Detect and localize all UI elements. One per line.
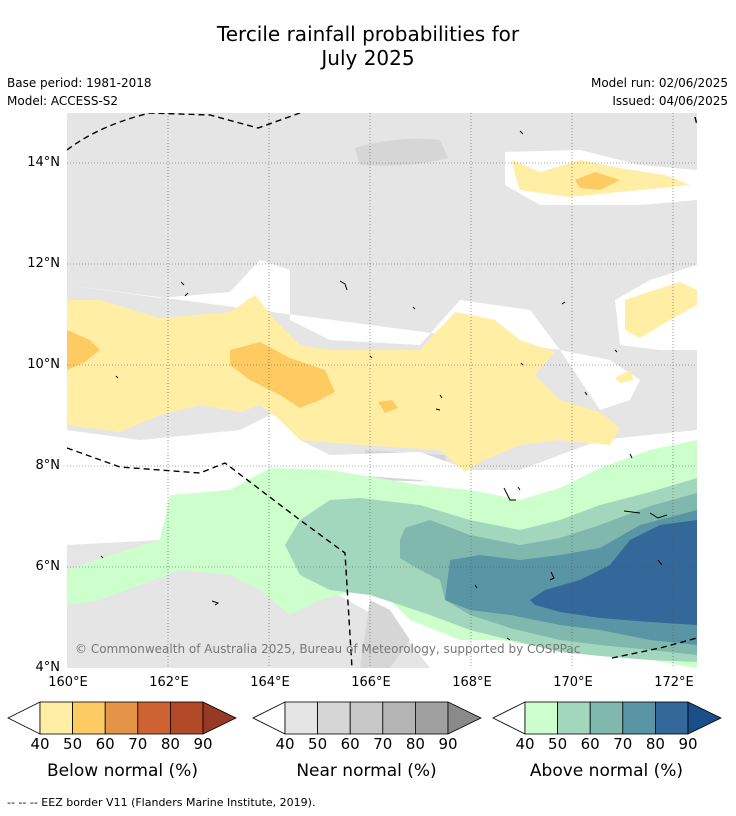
below-normal-50-small [378, 400, 398, 413]
lon-label: 172°E [654, 675, 694, 690]
cb-near-tick: 70 [373, 735, 393, 753]
below-normal-50-west [67, 330, 100, 370]
cb-above-swatch [557, 701, 591, 735]
near-normal-dark-patch-4 [360, 600, 410, 668]
cb-below-tick: 90 [193, 735, 213, 753]
lat-label: 12°N [27, 256, 60, 271]
cb-near-tick: 60 [340, 735, 360, 753]
cb-above-right-arrow [687, 701, 722, 735]
lon-label: 168°E [452, 675, 492, 690]
islands [100, 130, 668, 641]
title-line-2: July 2025 [321, 46, 415, 70]
colorbar-above [492, 701, 722, 735]
chart-title: Tercile rainfall probabilities for July … [0, 22, 736, 70]
near-normal-dark-patch [355, 138, 448, 166]
cb-below-tick: 80 [160, 735, 180, 753]
below-normal-region [67, 295, 620, 472]
lon-label: 166°E [351, 675, 391, 690]
colorbar-below [7, 701, 237, 735]
cb-above-tick: 40 [515, 735, 535, 753]
cb-below-tick: 60 [95, 735, 115, 753]
white-gap-mid [67, 410, 697, 545]
cb-near-swatch [284, 701, 318, 735]
meta-left: Base period: 1981-2018 Model: ACCESS-S2 [7, 74, 152, 110]
cb-below-swatch [39, 701, 73, 735]
lon-label: 164°E [250, 675, 290, 690]
lat-label: 6°N [35, 559, 61, 574]
cb-above-swatch [589, 701, 624, 735]
cb-above-tick: 50 [548, 735, 568, 753]
meta-right: Model run: 02/06/2025 Issued: 04/06/2025 [591, 74, 728, 110]
lon-label: 160°E [48, 675, 88, 690]
map-area: © Commonwealth of Australia 2025, Bureau… [67, 113, 697, 668]
title-line-1: Tercile rainfall probabilities for [216, 22, 520, 46]
white-gap-north [67, 260, 640, 410]
cb-below-tick: 70 [128, 735, 148, 753]
lat-label: 8°N [35, 458, 61, 473]
cb-above-swatch [622, 701, 656, 735]
below-normal-ne-50 [575, 172, 620, 190]
cb-below-tick: 50 [63, 735, 83, 753]
below-normal-east-small [615, 370, 634, 383]
cb-above-swatch [655, 701, 689, 735]
cb-near-swatch [317, 701, 351, 735]
copyright-text: © Commonwealth of Australia 2025, Bureau… [75, 642, 580, 656]
cb-near-tick: 50 [308, 735, 328, 753]
lon-label: 162°E [149, 675, 189, 690]
issued-date: Issued: 04/06/2025 [612, 94, 728, 108]
cb-above-left-arrow [492, 701, 526, 735]
cb-above-label: Above normal (%) [529, 761, 684, 781]
cb-near-swatch [382, 701, 416, 735]
cb-above-tick: 80 [645, 735, 665, 753]
model-name: Model: ACCESS-S2 [7, 94, 119, 108]
base-period: Base period: 1981-2018 [7, 76, 152, 90]
cb-below-right-arrow [202, 701, 237, 735]
cb-above-swatch [524, 701, 558, 735]
cb-below-left-arrow [7, 701, 41, 735]
cb-below-swatch [72, 701, 106, 735]
cb-below-swatch [137, 701, 171, 735]
lon-label: 170°E [553, 675, 593, 690]
eez-borders [67, 113, 697, 668]
cb-near-swatch [414, 701, 449, 735]
cb-above-tick: 70 [613, 735, 633, 753]
gridlines [67, 113, 697, 668]
footer-note: -- -- -- EEZ border V11 (Flanders Marine… [7, 796, 316, 809]
colorbar-near [252, 701, 482, 735]
cb-above-tick: 90 [678, 735, 698, 753]
lat-label: 14°N [27, 155, 60, 170]
cb-below-swatch [169, 701, 204, 735]
cb-below-swatch [104, 701, 139, 735]
cb-near-swatch [349, 701, 384, 735]
cb-near-right-arrow [447, 701, 482, 735]
cb-near-tick: 90 [438, 735, 458, 753]
cb-below-tick: 40 [30, 735, 50, 753]
cb-near-tick: 80 [405, 735, 425, 753]
cb-below-label: Below normal (%) [47, 761, 198, 781]
cb-near-tick: 40 [275, 735, 295, 753]
cb-near-left-arrow [252, 701, 286, 735]
above-normal-80 [530, 520, 697, 625]
cb-above-tick: 60 [580, 735, 600, 753]
model-run: Model run: 02/06/2025 [590, 76, 728, 90]
below-normal-east [625, 282, 697, 338]
lat-label: 4°N [35, 660, 61, 675]
below-normal-50-central [230, 342, 335, 408]
cb-near-label: Near normal (%) [296, 761, 437, 781]
lat-label: 10°N [27, 357, 60, 372]
